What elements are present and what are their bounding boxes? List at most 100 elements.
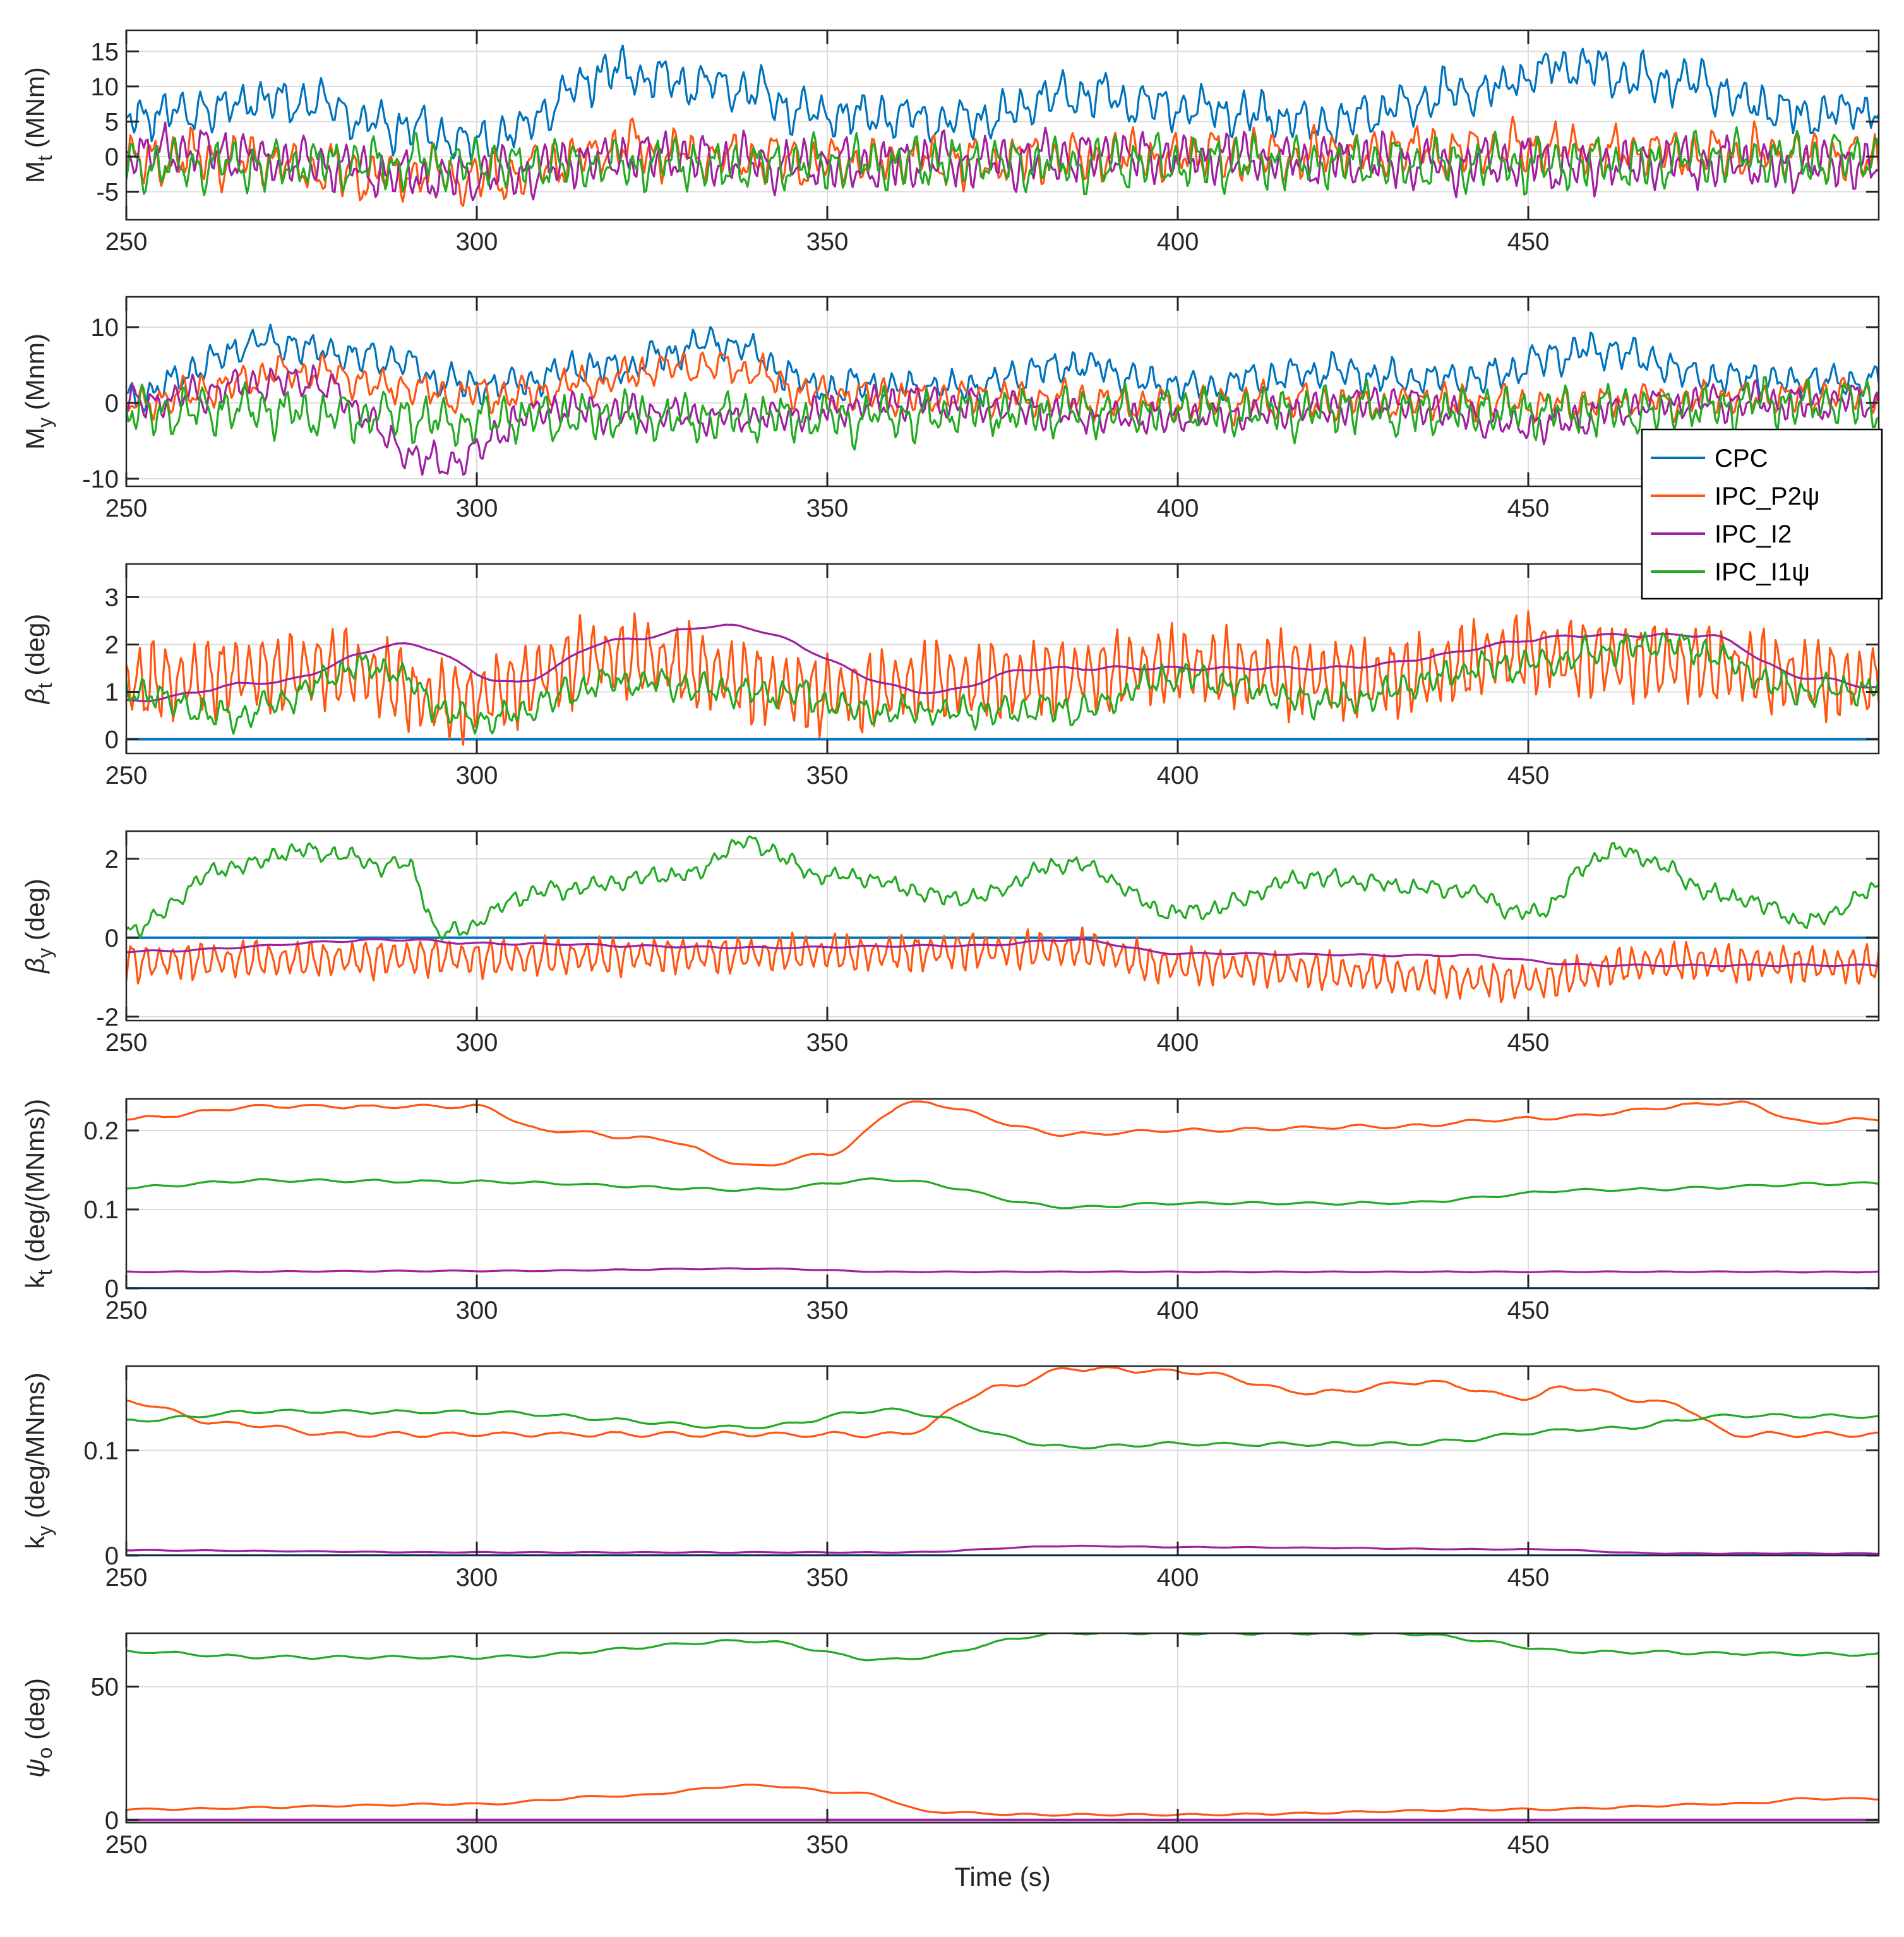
- tick-marks: 250 300 350 400 450 -2 0 2: [96, 831, 1879, 1057]
- y-axis-label-main: k: [20, 1535, 50, 1549]
- y-axis-label: ky (deg/MNms): [20, 1372, 56, 1549]
- y-tick-label: 5: [105, 108, 119, 136]
- legend-label-IPC_I2: IPC_I2: [1715, 520, 1792, 548]
- y-axis-label-subscript: t: [33, 155, 56, 161]
- y-axis-label-main: ψ: [20, 1758, 50, 1778]
- y-tick-label: 0: [105, 726, 119, 754]
- y-axis-label: βt (deg): [20, 614, 56, 705]
- panel-background: [126, 1099, 1879, 1288]
- panel-My: 250 300 350 400 450 -10 0 10 My (Mnm): [20, 296, 1880, 522]
- series-line-IPC_I2: [126, 1267, 1879, 1274]
- x-tick-label: 450: [1507, 1564, 1550, 1592]
- tick-marks: 250 300 350 400 450 -10 0 10: [82, 297, 1879, 522]
- series-lines: [126, 1366, 1879, 1556]
- axes-frame: [125, 1098, 1880, 1290]
- x-axis-label: Time (s): [954, 1862, 1050, 1892]
- y-axis-label-unit: (deg): [20, 614, 50, 683]
- y-axis-label: Mt (MNm): [20, 67, 56, 183]
- y-tick-label: -10: [82, 465, 119, 493]
- y-tick-label: 2: [105, 632, 119, 659]
- panel-background: [126, 831, 1879, 1021]
- y-axis-label-main: k: [20, 1274, 50, 1288]
- x-tick-label: 350: [806, 1297, 849, 1324]
- y-tick-label: 0: [105, 1807, 119, 1835]
- x-tick-label: 300: [456, 1029, 498, 1057]
- y-tick-label: 0: [105, 925, 119, 952]
- x-tick-label: 400: [1157, 1029, 1199, 1057]
- series-line-IPC_I2: [126, 364, 1879, 476]
- x-tick-label: 250: [105, 1297, 148, 1324]
- series-line-IPC_P2psi: [126, 1100, 1879, 1166]
- x-tick-label: 450: [1507, 762, 1550, 789]
- legend-label-CPC: CPC: [1715, 445, 1768, 472]
- y-axis-label-subscript: o: [33, 1748, 56, 1759]
- series-line-IPC_I1psi: [126, 835, 1879, 940]
- y-axis-label-main: M: [20, 161, 50, 183]
- y-tick-label: 0.2: [83, 1117, 119, 1145]
- x-tick-label: 250: [105, 1029, 148, 1057]
- x-tick-label: 250: [105, 762, 148, 789]
- series-line-IPC_P2psi: [126, 1366, 1879, 1439]
- series-lines: [126, 610, 1879, 746]
- series-line-IPC_I1psi: [126, 376, 1879, 451]
- panel-background: [126, 1633, 1879, 1823]
- y-axis-label-subscript: y: [33, 1526, 56, 1536]
- panel-beta_t: 250 300 350 400 450 0 1 2 3 βt (deg): [20, 563, 1880, 789]
- y-tick-label: 0: [105, 390, 119, 417]
- series-line-IPC_P2psi: [126, 1784, 1879, 1817]
- tick-marks: 250 300 350 400 450 0 50: [91, 1633, 1879, 1859]
- series-lines: [126, 1100, 1879, 1288]
- x-tick-label: 450: [1507, 1831, 1550, 1859]
- series-lines: [126, 323, 1879, 476]
- x-tick-label: 400: [1157, 1831, 1199, 1859]
- series-line-IPC_I1psi: [126, 1407, 1879, 1449]
- y-axis-label-subscript: t: [33, 683, 56, 688]
- tick-marks: 250 300 350 400 450 -5 0 5 10 15: [91, 30, 1879, 256]
- axes-frame: [125, 830, 1880, 1022]
- x-tick-label: 400: [1157, 762, 1199, 789]
- panel-beta_y: 250 300 350 400 450 -2 0 2 βy (deg): [20, 830, 1880, 1057]
- y-tick-label: 15: [91, 38, 119, 66]
- x-tick-label: 300: [456, 762, 498, 789]
- y-axis-label: ψo (deg): [20, 1678, 56, 1778]
- series-line-IPC_I1psi: [126, 1177, 1879, 1209]
- y-axis-label-unit: (deg/(MNms)): [20, 1099, 50, 1270]
- y-axis-label-subscript: y: [33, 948, 56, 958]
- y-axis-label-subscript: t: [33, 1269, 56, 1275]
- x-tick-label: 400: [1157, 1297, 1199, 1324]
- series-lines: [126, 44, 1879, 207]
- legend: CPC IPC_P2ψ IPC_I2 IPC_I1ψ: [1641, 428, 1883, 600]
- x-tick-label: 250: [105, 228, 148, 256]
- series-line-IPC_I1psi: [126, 631, 1879, 735]
- y-tick-label: -2: [96, 1004, 119, 1031]
- y-tick-label: 2: [105, 846, 119, 873]
- y-axis-label-main: M: [20, 428, 50, 450]
- series-lines: [126, 1633, 1879, 1821]
- y-axis-label: My (Mnm): [20, 333, 56, 450]
- y-axis-label-subscript: y: [33, 417, 56, 428]
- y-axis-label-unit: (deg): [20, 1678, 50, 1748]
- x-tick-label: 450: [1507, 495, 1550, 522]
- x-tick-label: 350: [806, 1831, 849, 1859]
- panel-kt: 250 300 350 400 450 0 0.1 0.2 kt (deg/(MNms)): [20, 1098, 1880, 1324]
- series-line-IPC_I1psi: [126, 126, 1879, 196]
- y-tick-label: 0.1: [83, 1437, 119, 1465]
- axes-frame: [125, 563, 1880, 755]
- x-tick-label: 450: [1507, 228, 1550, 256]
- x-tick-label: 250: [105, 1831, 148, 1859]
- y-axis-label: kt (deg/(MNms)): [20, 1099, 56, 1289]
- panel-psi_o: 250 300 350 400 450 0 50 ψo (deg): [20, 1632, 1880, 1859]
- x-tick-label: 400: [1157, 228, 1199, 256]
- y-tick-label: 0: [105, 1275, 119, 1303]
- y-axis-label-unit: (deg/MNms): [20, 1372, 50, 1526]
- panel-Mt: 250 300 350 400 450 -5 0 5 10 15 Mt (MNm): [20, 29, 1880, 256]
- panel-background: [126, 1366, 1879, 1556]
- x-tick-label: 350: [806, 1029, 849, 1057]
- x-tick-label: 250: [105, 1564, 148, 1592]
- x-tick-label: 350: [806, 228, 849, 256]
- y-tick-label: 0.1: [83, 1196, 119, 1224]
- x-tick-label: 450: [1507, 1029, 1550, 1057]
- y-tick-label: 10: [91, 73, 119, 101]
- axes-frame: [125, 296, 1880, 488]
